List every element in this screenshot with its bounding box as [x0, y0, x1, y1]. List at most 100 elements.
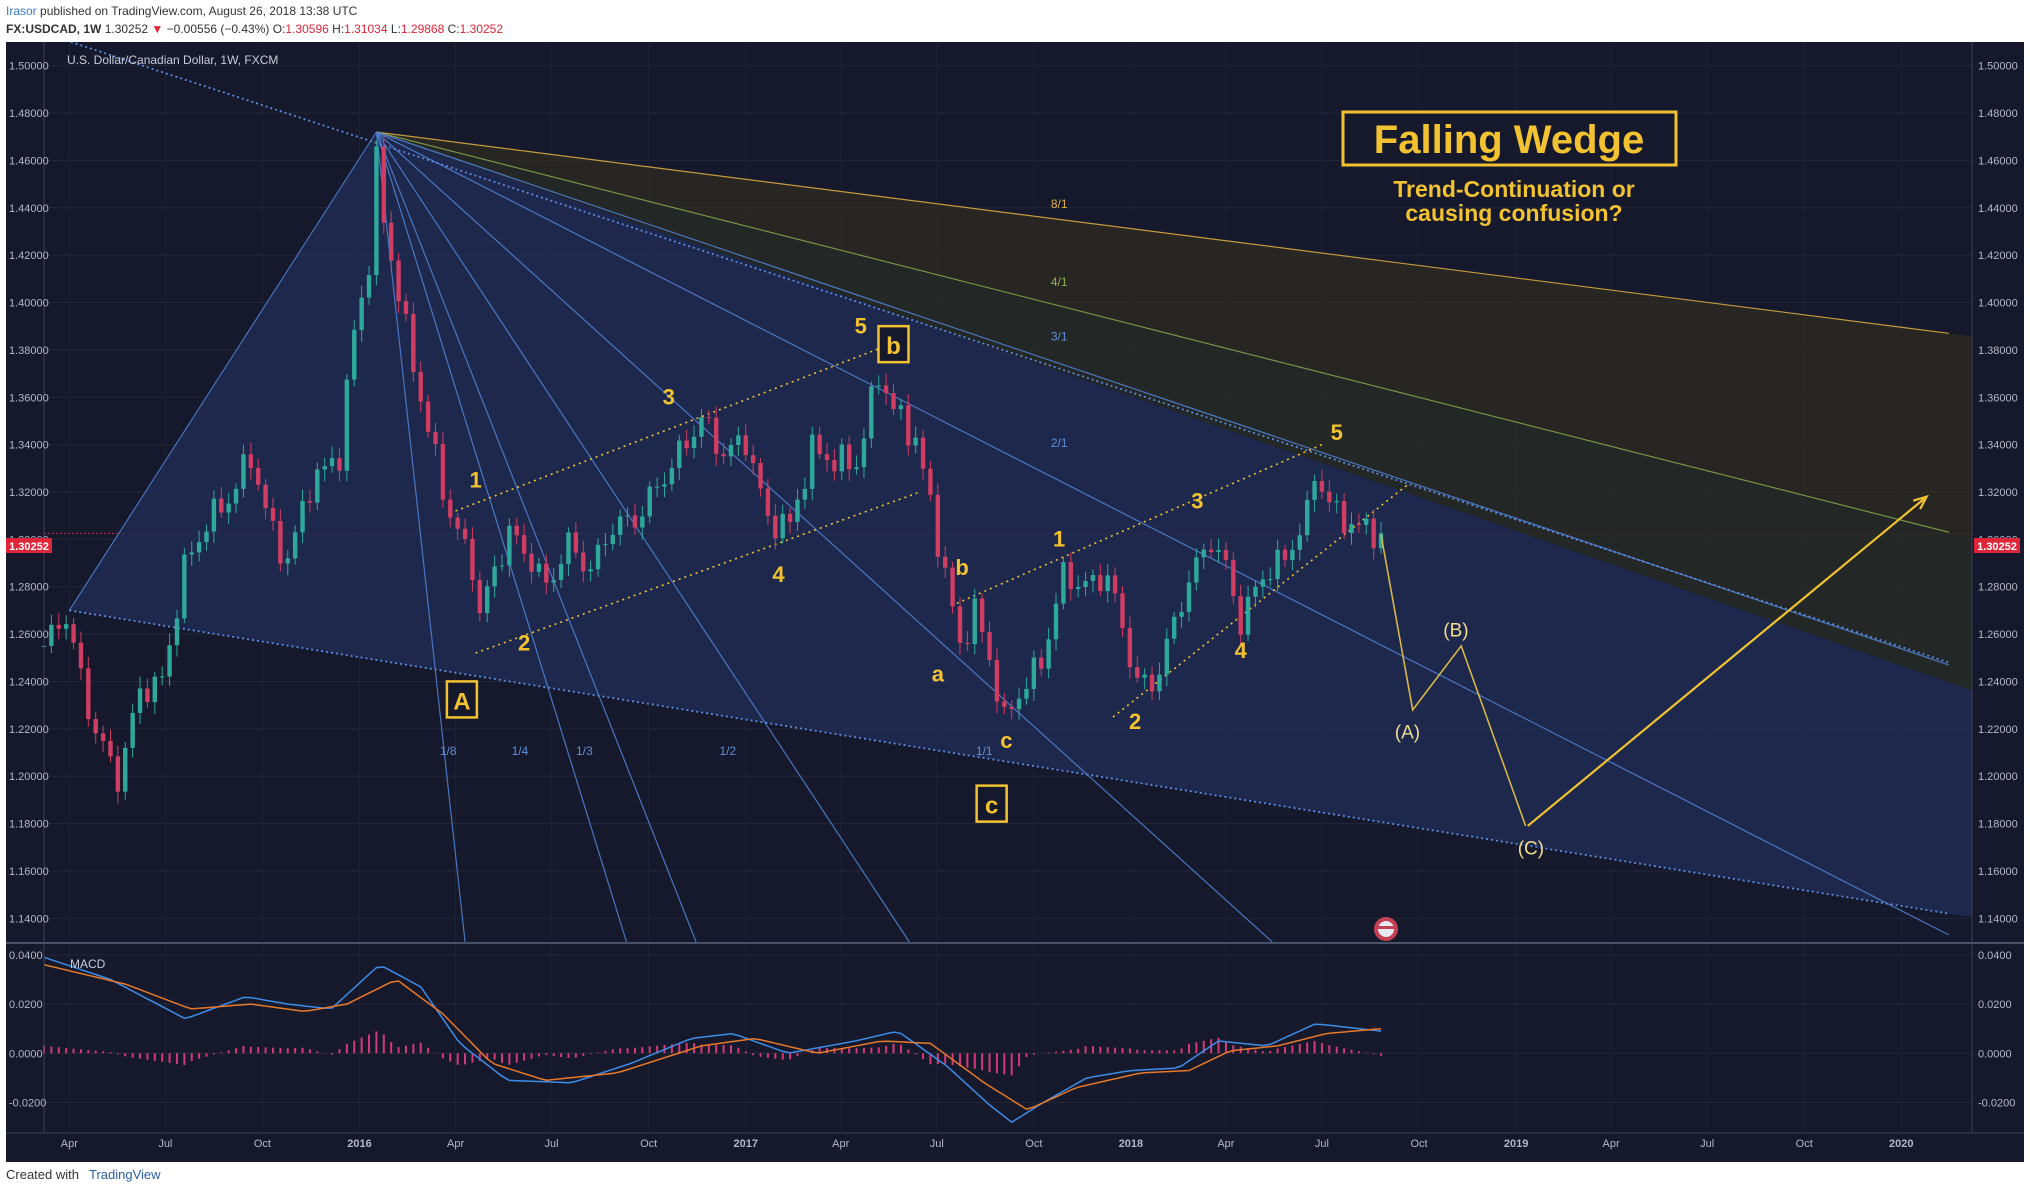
candle-body	[204, 531, 209, 543]
gann-fan-line	[376, 131, 1273, 943]
candle-body	[810, 434, 815, 489]
candle-body	[588, 569, 593, 572]
author-link[interactable]: Irasor	[6, 4, 37, 18]
candle-body	[1135, 667, 1140, 678]
candle-body	[159, 676, 165, 678]
price-tick-right: 1.42000	[1978, 250, 2018, 262]
candle-body	[610, 534, 615, 545]
candle-body	[1201, 549, 1206, 558]
candle-body	[706, 417, 712, 419]
candle-body	[573, 532, 579, 553]
price-chart[interactable]: 1 2 3 4 5 a b c 1 2 3 4 5 (A) (B) (C) Ab c 8/1 4/1 3/1 2/1 1/1…	[6, 36, 2024, 1162]
footer: Created with TradingView	[6, 1162, 161, 1188]
wave-label: 2	[518, 631, 530, 656]
wave-label: 5	[855, 313, 867, 338]
candle-body	[1194, 557, 1199, 583]
candle-body	[898, 405, 904, 410]
wave-box-label: c	[985, 793, 998, 820]
wave-label: 3	[663, 384, 675, 409]
candle-body	[49, 624, 54, 646]
gann-fan-line	[375, 131, 697, 943]
candle-body	[1334, 501, 1339, 503]
macd-signal-line	[43, 963, 1382, 1111]
wave-label: c	[1000, 728, 1012, 753]
wave-box	[975, 784, 1008, 823]
time-tick: Apr	[1217, 1138, 1234, 1150]
candle-body	[750, 455, 756, 464]
created-with-label: Created with	[6, 1167, 79, 1182]
candle-body	[773, 515, 778, 539]
candle-body	[388, 222, 394, 261]
time-tick: Oct	[1025, 1138, 1042, 1150]
candle-body	[145, 688, 150, 703]
candle-body	[876, 385, 881, 387]
tradingview-link[interactable]: TradingView	[88, 1167, 161, 1182]
wave-label: b	[955, 555, 968, 580]
candle-body	[1039, 657, 1044, 669]
candle-body	[920, 437, 926, 469]
price-tick-right: 1.16000	[1978, 866, 2018, 878]
candle-body	[63, 624, 69, 629]
candle-body	[846, 444, 852, 470]
wave-label: (C)	[1518, 838, 1544, 859]
candle-body	[883, 385, 889, 394]
projected-abc-path	[1380, 534, 1527, 827]
candle-body	[625, 515, 630, 517]
macd-tick-left: 0.0000	[9, 1048, 43, 1060]
time-tick: Jul	[1315, 1138, 1329, 1150]
candle-body	[935, 494, 941, 557]
macd-tick-right: -0.0200	[1978, 1097, 2015, 1109]
candle-body	[987, 631, 992, 660]
candle-body	[93, 719, 98, 734]
candle-body	[152, 676, 158, 703]
candle-body	[765, 488, 771, 516]
candle-body	[1098, 575, 1103, 592]
candle-body	[263, 484, 268, 509]
last-price-tag-left-text: 1.30252	[9, 541, 49, 553]
wedge-upper-line	[56, 36, 1950, 664]
flag-icon[interactable]	[1374, 917, 1398, 941]
price-tick-left: 1.48000	[9, 108, 49, 120]
candle-body	[123, 747, 128, 792]
arrow-head	[1912, 494, 1929, 510]
macd-tick-left: -0.0200	[9, 1097, 46, 1109]
wedge-subtitle-1: Trend-Continuation or	[1393, 176, 1635, 202]
close-label: C:	[447, 22, 460, 36]
candle-body	[654, 486, 660, 488]
candle-body	[736, 435, 741, 446]
time-tick: Jul	[930, 1138, 944, 1150]
candle-body	[108, 740, 113, 757]
candle-body	[285, 558, 290, 564]
candle-body	[1371, 518, 1376, 549]
wave-label: 2	[1129, 709, 1141, 734]
candle-body	[1142, 674, 1147, 678]
candle-body	[174, 618, 180, 646]
price-tick-left: 1.34000	[9, 440, 49, 452]
candle-body	[691, 436, 697, 449]
candle-body	[965, 642, 970, 645]
fan-base-line	[68, 131, 377, 611]
wave-label: 4	[772, 562, 785, 587]
candle-body	[241, 454, 246, 489]
channel-dotted-line	[956, 443, 1323, 605]
price-tick-left: 1.14000	[9, 913, 49, 925]
candle-body	[595, 544, 601, 570]
price-tick-right: 1.50000	[1978, 61, 2018, 73]
candle-body	[359, 297, 364, 330]
gann-fan-line	[375, 131, 910, 943]
candle-body	[1068, 562, 1073, 589]
candle-body	[366, 275, 372, 298]
price-tick-left: 1.20000	[9, 771, 49, 783]
candle-body	[248, 454, 254, 468]
last-price-tag: 1.30252 1.30252	[6, 538, 2020, 553]
candle-body	[551, 579, 556, 583]
time-tick: Oct	[640, 1138, 657, 1150]
candle-body	[292, 532, 298, 559]
candle-body	[1149, 674, 1155, 692]
candle-body	[403, 301, 409, 314]
price-tick-left: 1.22000	[9, 724, 49, 736]
candle-body	[677, 440, 682, 469]
candle-body	[1312, 480, 1317, 500]
candle-body	[433, 431, 438, 445]
